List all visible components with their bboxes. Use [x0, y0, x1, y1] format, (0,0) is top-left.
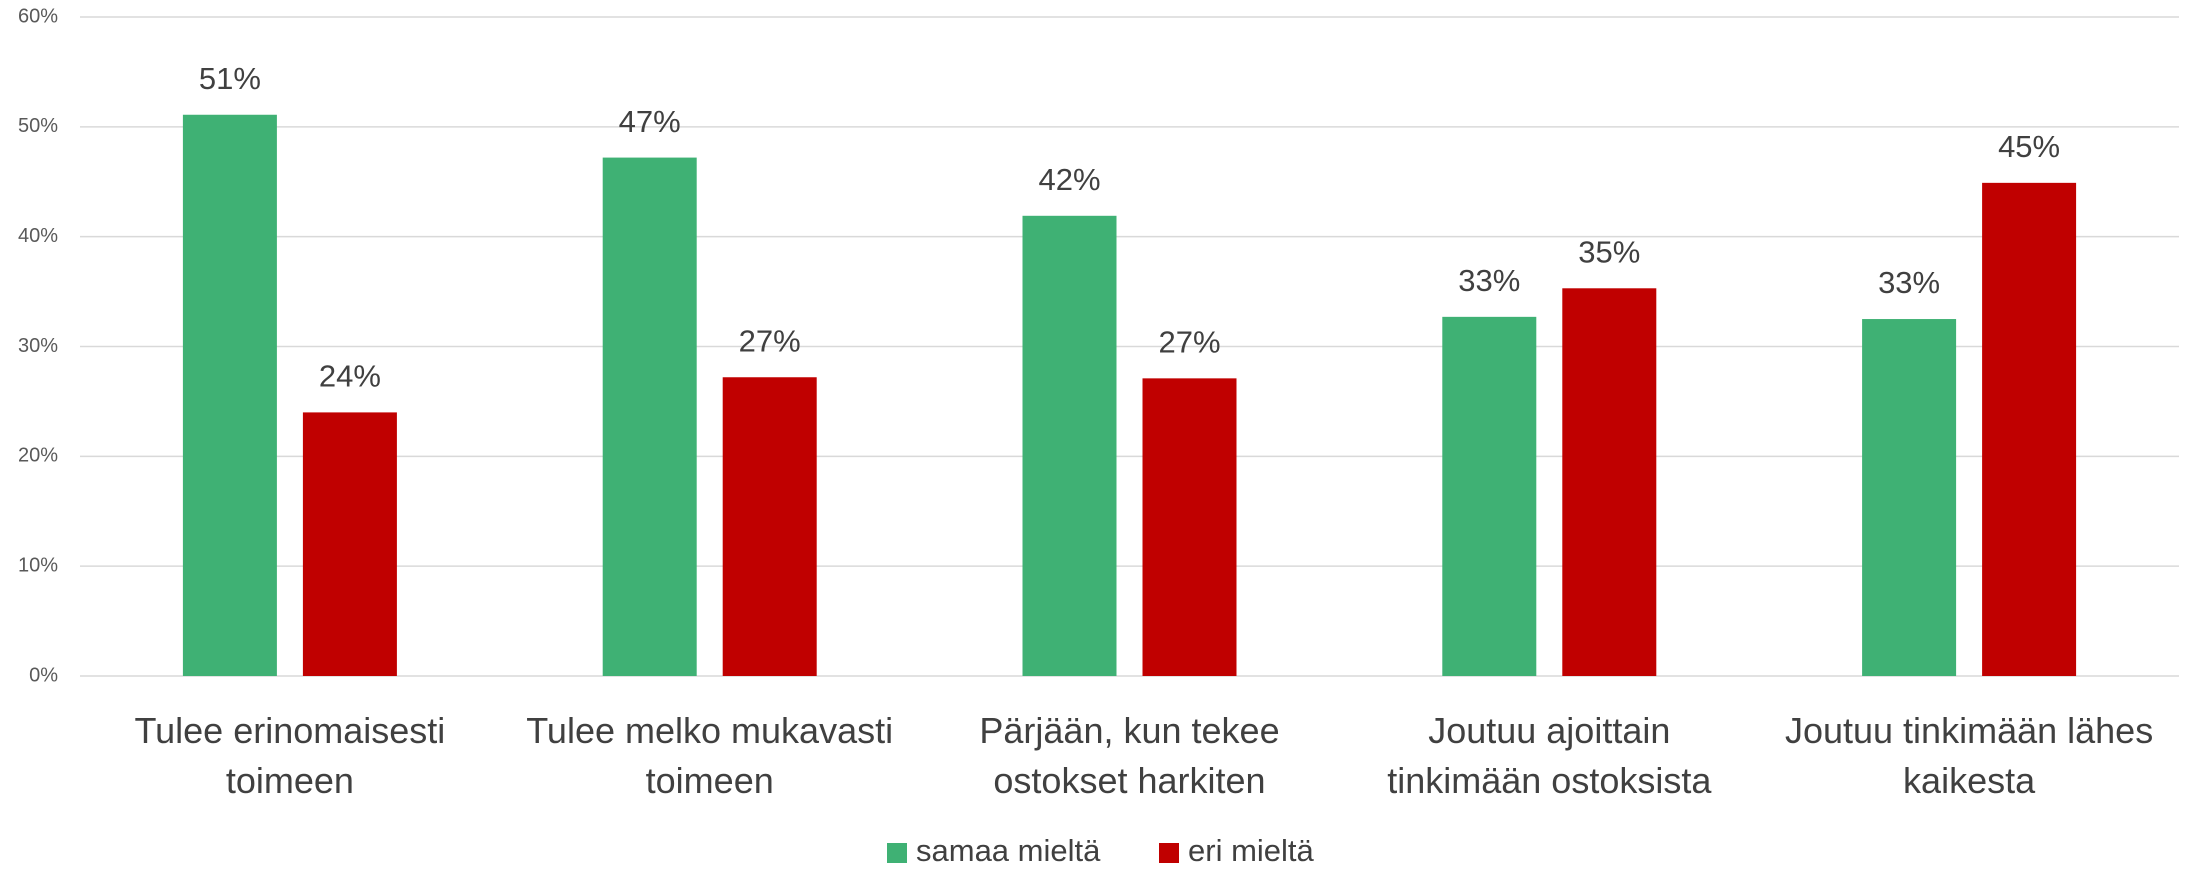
value-label: 45%	[1998, 129, 2060, 164]
value-label: 27%	[1158, 325, 1220, 360]
bar	[1022, 215, 1117, 676]
legend-swatch	[1159, 843, 1179, 863]
bar	[1142, 378, 1237, 676]
bar	[1562, 288, 1657, 676]
bar	[1442, 316, 1537, 676]
bar	[182, 114, 277, 677]
bar	[1862, 319, 1957, 676]
legend-label: samaa mieltä	[916, 833, 1101, 868]
x-tick-label: Tulee melko mukavasti toimeen	[526, 710, 894, 801]
value-label: 47%	[619, 104, 681, 139]
value-label: 33%	[1458, 263, 1520, 298]
y-tick-label: 50%	[18, 115, 58, 137]
legend-swatch	[887, 843, 907, 863]
y-tick-label: 30%	[18, 335, 58, 357]
y-tick-label: 0%	[29, 664, 58, 686]
value-label: 35%	[1578, 234, 1640, 269]
bar	[602, 157, 697, 676]
value-label: 42%	[1038, 162, 1100, 197]
x-tick-label: Tulee erinomaisesti toimeen	[134, 710, 446, 801]
bar	[722, 377, 817, 676]
x-tick-label: Joutuu tinkimään lähes kaikesta	[1784, 710, 2154, 801]
y-tick-label: 40%	[18, 225, 58, 247]
value-label: 24%	[319, 359, 381, 394]
x-tick-label: Pärjään, kun tekee ostokset harkiten	[979, 710, 1280, 801]
y-tick-label: 20%	[18, 445, 58, 467]
value-label: 27%	[739, 323, 801, 358]
x-tick-label: Joutuu ajoittain tinkimään ostoksista	[1387, 710, 1712, 801]
y-tick-label: 60%	[18, 5, 58, 27]
legend-label: eri mieltä	[1188, 833, 1315, 868]
value-label: 33%	[1878, 265, 1940, 300]
bar	[1982, 182, 2077, 676]
y-tick-label: 10%	[18, 554, 58, 576]
value-label: 51%	[199, 61, 261, 96]
bar	[302, 412, 397, 676]
